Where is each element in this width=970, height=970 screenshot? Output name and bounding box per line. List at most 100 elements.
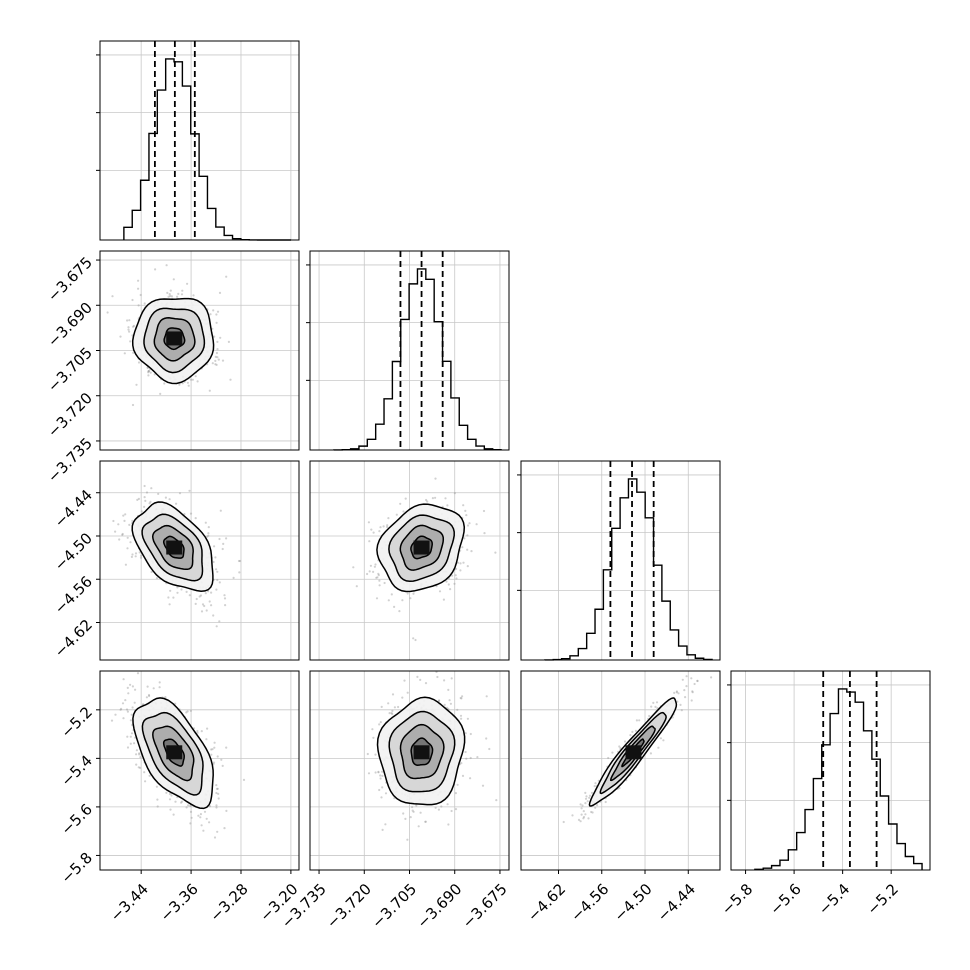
scatter-point [190,816,193,819]
scatter-point [462,561,465,564]
scatter-point [128,523,131,527]
scatter-point [210,753,213,756]
scatter-point [147,370,150,373]
scatter-point [217,797,220,800]
scatter-point [122,717,125,720]
scatter-point [204,521,207,524]
scatter-point [464,732,467,735]
scatter-point [116,668,118,670]
scatter-point [216,348,219,351]
scatter-point [145,696,148,699]
scatter-point [217,792,220,796]
scatter-point [206,727,209,730]
scatter-point [136,672,140,675]
scatter-point [143,771,146,774]
scatter-point [213,545,216,548]
scatter-point [220,758,223,761]
scatter-point [662,739,665,742]
scatter-point [447,583,450,586]
scatter-point [135,763,138,766]
scatter-point [129,541,132,544]
scatter-point [199,816,202,819]
scatter-point [138,551,141,554]
scatter-point [194,602,197,606]
scatter-point [375,597,379,600]
scatter-point [676,700,679,703]
scatter-point [189,804,192,807]
scatter-point [126,319,129,322]
scatter-point [187,804,190,807]
scatter-point [398,610,401,613]
scatter-point [374,771,377,774]
scatter-point [476,756,479,759]
scatter-point [213,335,216,338]
scatter-point [131,706,134,709]
scatter-point [200,730,203,733]
scatter-point [188,594,191,597]
scatter-point [378,584,381,587]
scatter-point [352,566,355,569]
scatter-point [424,820,427,823]
x-tick-label: −3.675 [459,880,511,932]
scatter-point [212,761,216,764]
scatter-point [611,751,614,754]
scatter-point [215,787,219,791]
scatter-point [147,369,151,373]
scatter-point [675,691,678,694]
scatter-point [584,813,587,816]
scatter-point [391,712,394,716]
scatter-point [379,774,382,777]
scatter-point [371,728,374,731]
scatter-point [399,502,402,505]
scatter-point [169,808,172,811]
scatter-point [470,550,473,553]
y-tick-label: −3.690 [44,299,96,351]
scatter-point [175,502,178,505]
scatter-point [137,766,140,769]
scatter-point [416,675,419,679]
scatter-point [464,750,467,754]
scatter-point [450,809,453,813]
scatter-point [237,559,241,563]
scatter-point [126,536,129,539]
scatter-point [174,702,177,705]
scatter-point [419,678,422,682]
scatter-point [650,705,653,708]
scatter-point [148,694,151,698]
scatter-point [456,783,459,786]
scatter-point [675,690,679,693]
scatter-point [157,492,160,495]
scatter-point [137,497,140,500]
scatter-point [586,800,589,803]
scatter-point [212,614,215,617]
scatter-point [147,370,150,373]
scatter-point [176,295,179,298]
scatter-point [224,604,227,607]
scatter-point [453,582,456,585]
scatter-point [593,785,596,788]
scatter-point [376,576,379,579]
scatter-point [147,371,150,374]
scatter-point [406,691,409,694]
scatter-point [594,806,597,809]
scatter-point [180,801,183,804]
scatter-point [121,533,124,537]
scatter-point [468,522,471,525]
scatter-point [176,591,179,594]
scatter-point [684,665,686,667]
axes-frame [520,460,721,661]
scatter-point [464,509,467,512]
scatter-point [378,788,381,792]
scatter-point [185,711,188,714]
scatter-point [655,701,659,704]
density-peak [166,331,183,346]
scatter-point [469,777,472,780]
scatter-point [177,292,180,295]
scatter-point [638,719,641,722]
scatter-point [170,295,173,298]
scatter-point [443,703,446,707]
scatter-panel-3-2: −4.62−4.56−4.50−4.44 [520,665,721,925]
scatter-point [384,823,387,826]
scatter-point [124,699,127,702]
scatter-point [227,340,230,343]
